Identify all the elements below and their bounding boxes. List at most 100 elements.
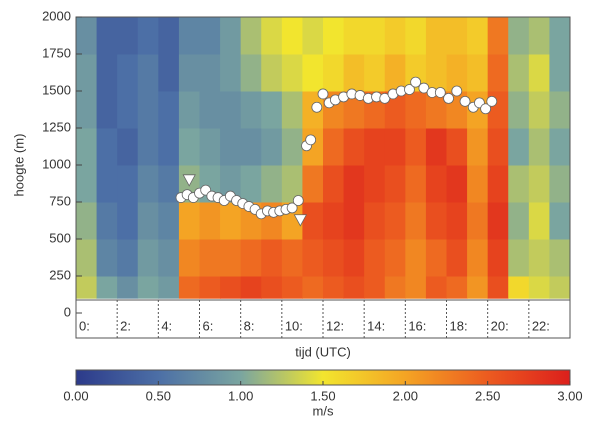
heatmap-cell xyxy=(323,165,345,203)
y-tick-label: 0 xyxy=(64,304,71,319)
heatmap-cell xyxy=(508,17,530,55)
heatmap-cell xyxy=(76,91,98,129)
heatmap-cell xyxy=(240,276,262,299)
heatmap-cell xyxy=(199,91,221,129)
circle-marker xyxy=(311,101,323,113)
heatmap-cell xyxy=(220,239,242,277)
heatmap-cell xyxy=(528,239,550,277)
heatmap-cell xyxy=(384,239,406,277)
heatmap-cell xyxy=(178,276,200,299)
heatmap-cell xyxy=(487,165,509,203)
heatmap-cell xyxy=(158,54,180,92)
heatmap-cell xyxy=(323,128,345,166)
colorbar-tick-label: 0.50 xyxy=(146,388,171,403)
heatmap-cell xyxy=(281,276,303,299)
circle-marker xyxy=(443,93,454,104)
heatmap-cell xyxy=(117,202,139,240)
heatmap-cell xyxy=(425,17,447,55)
heatmap-cell xyxy=(364,276,386,299)
triangle-marker xyxy=(293,214,308,227)
y-axis-label: hoogte (m) xyxy=(11,134,26,197)
heatmap-cell xyxy=(384,91,406,129)
heatmap-cell xyxy=(343,17,365,55)
heatmap-cell xyxy=(281,165,303,203)
heatmap-cell xyxy=(467,202,489,240)
heatmap-cell xyxy=(117,128,139,166)
heatmap-cell xyxy=(137,91,159,129)
heatmap-cell xyxy=(343,202,365,240)
heatmap-cell xyxy=(96,54,118,92)
heatmap-cell xyxy=(487,202,509,240)
x-axis-label: tijd (UTC) xyxy=(295,344,351,359)
heatmap-cell xyxy=(137,239,159,277)
heatmap-cell xyxy=(117,165,139,203)
circle-marker xyxy=(486,95,498,107)
y-tick-label: 1250 xyxy=(42,119,71,134)
heatmap-cell xyxy=(220,202,242,240)
heatmap-cell xyxy=(425,276,447,299)
heatmap-cell xyxy=(467,54,489,92)
heatmap-cell xyxy=(261,91,283,129)
heatmap-cell xyxy=(528,17,550,55)
colorbar-tick-label: 1.00 xyxy=(228,388,253,403)
heatmap-cell xyxy=(323,202,345,240)
heatmap-cell xyxy=(405,202,427,240)
heatmap-cell xyxy=(446,54,468,92)
colorbar-tick-label: 0.00 xyxy=(63,388,88,403)
y-tick-label: 750 xyxy=(49,193,71,208)
heatmap-cell xyxy=(425,54,447,92)
heatmap-cell xyxy=(508,202,530,240)
heatmap-cell xyxy=(508,128,530,166)
heatmap-cell xyxy=(302,54,324,92)
heatmap-cell xyxy=(178,17,200,55)
heatmap-cell xyxy=(446,239,468,277)
heatmap-cell xyxy=(487,128,509,166)
heatmap-cell xyxy=(343,54,365,92)
colorbar-tick-label: 1.50 xyxy=(310,388,335,403)
heatmap-cell xyxy=(467,17,489,55)
heatmap-cell xyxy=(343,276,365,299)
heatmap-cell xyxy=(281,239,303,277)
heatmap-cell xyxy=(261,276,283,299)
heatmap-cell xyxy=(446,165,468,203)
heatmap-cell xyxy=(446,128,468,166)
x-tick-label: 16: xyxy=(408,318,426,333)
x-tick-label: 2: xyxy=(120,318,131,333)
heatmap-cell xyxy=(343,165,365,203)
heatmap-cell xyxy=(549,202,571,240)
heatmap-cell xyxy=(240,17,262,55)
heatmap-cell xyxy=(343,239,365,277)
heatmap-cell xyxy=(96,17,118,55)
heatmap-cell xyxy=(528,202,550,240)
heatmap-cell xyxy=(384,17,406,55)
y-tick-label: 500 xyxy=(49,230,71,245)
heatmap-cell xyxy=(467,239,489,277)
heatmap-cell xyxy=(364,54,386,92)
circle-marker xyxy=(418,82,430,94)
heatmap-cell xyxy=(178,91,200,129)
heatmap-cell xyxy=(261,128,283,166)
heatmap-cell xyxy=(528,128,550,166)
heatmap-cell xyxy=(487,276,509,299)
heatmap-cell xyxy=(199,54,221,92)
heatmap-cell xyxy=(117,276,139,299)
heatmap-cell xyxy=(158,128,180,166)
heatmap-cell xyxy=(96,128,118,166)
colorbar-tick-label: 3.00 xyxy=(557,388,582,403)
heatmap-cell xyxy=(302,276,324,299)
heatmap-cell xyxy=(220,128,242,166)
heatmap-cell xyxy=(425,91,447,129)
heatmap-cell xyxy=(178,202,200,240)
heatmap-cell xyxy=(302,17,324,55)
heatmap-cell xyxy=(158,165,180,203)
heatmap-cell xyxy=(261,17,283,55)
heatmap-cell xyxy=(425,128,447,166)
x-tick-label: 10: xyxy=(285,318,303,333)
heatmap-cell xyxy=(508,276,530,299)
heatmap-cell xyxy=(323,239,345,277)
heatmap-cell xyxy=(425,202,447,240)
heatmap-cell xyxy=(240,239,262,277)
heatmap-cell xyxy=(508,91,530,129)
colorbar-label: m/s xyxy=(313,403,334,418)
